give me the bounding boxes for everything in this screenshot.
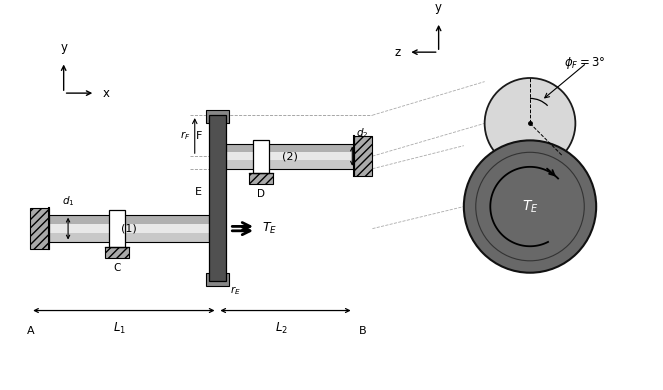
Bar <box>253 140 269 172</box>
Bar <box>49 215 209 243</box>
Bar <box>49 215 209 224</box>
Bar <box>226 152 353 160</box>
Text: $L_1$: $L_1$ <box>113 321 126 336</box>
Text: y: y <box>435 1 442 14</box>
Bar <box>249 172 273 184</box>
Bar <box>105 247 129 258</box>
Bar <box>353 136 373 176</box>
Text: A: A <box>27 326 34 336</box>
Text: z: z <box>394 46 401 58</box>
Bar <box>226 144 353 152</box>
Text: $T_E$: $T_E$ <box>262 221 277 236</box>
Bar <box>206 110 229 123</box>
Bar <box>209 115 226 281</box>
Text: (1): (1) <box>121 223 137 234</box>
Text: $\phi_F = 3°$: $\phi_F = 3°$ <box>564 55 605 71</box>
Bar <box>226 144 353 169</box>
Text: x: x <box>103 87 110 99</box>
Bar <box>226 144 353 169</box>
Text: $r_E$: $r_E$ <box>230 284 241 297</box>
Text: $d_2$: $d_2$ <box>356 126 369 140</box>
Bar <box>49 225 209 233</box>
Text: B: B <box>359 326 367 336</box>
Text: $T_E$: $T_E$ <box>522 199 538 215</box>
Text: (2): (2) <box>282 151 298 161</box>
Bar <box>109 210 125 247</box>
Text: $L_2$: $L_2$ <box>274 321 288 336</box>
Circle shape <box>476 152 584 261</box>
Text: $r_F$: $r_F$ <box>180 129 191 142</box>
Bar <box>30 208 49 249</box>
Bar <box>206 273 229 286</box>
Circle shape <box>485 78 575 169</box>
Bar <box>49 215 209 243</box>
Text: $d_1$: $d_1$ <box>62 195 74 208</box>
Text: y: y <box>60 41 67 54</box>
Text: C: C <box>113 263 121 273</box>
Text: D: D <box>257 189 265 199</box>
Text: F: F <box>196 131 202 141</box>
Text: E: E <box>196 187 202 197</box>
Circle shape <box>464 140 596 273</box>
